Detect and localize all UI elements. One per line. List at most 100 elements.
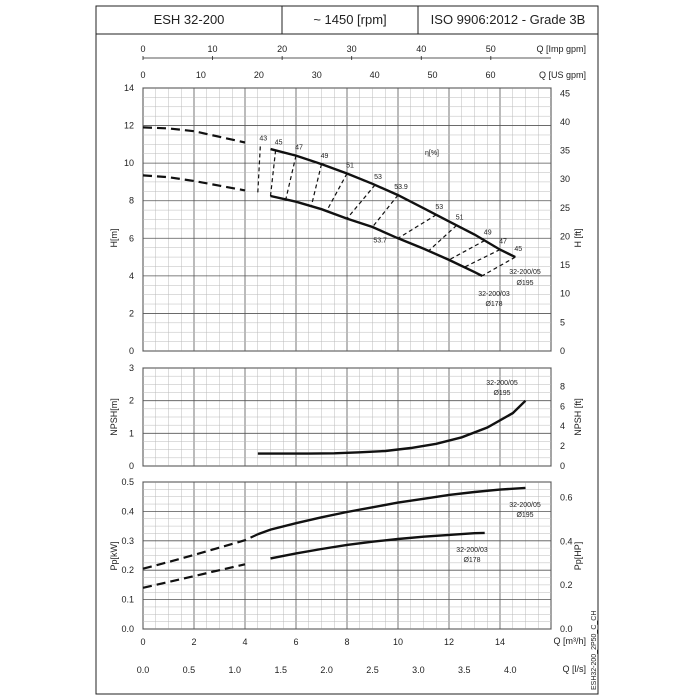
q-m3h-tick: 4	[242, 637, 247, 647]
efficiency-line	[285, 155, 297, 200]
q-us-tick: 30	[312, 70, 322, 80]
q-imp-tick: 20	[277, 44, 287, 54]
q-m3h-tick: 0	[140, 637, 145, 647]
npsh-ft-tick: 0	[560, 461, 565, 471]
q-ls-tick: 4.0	[504, 665, 517, 675]
h-ft-tick: 25	[560, 203, 570, 213]
h-m-axis-label: H[m]	[109, 229, 119, 248]
q-m3h-tick: 8	[344, 637, 349, 647]
q-us-tick: 10	[196, 70, 206, 80]
q-us-tick: 40	[370, 70, 380, 80]
q-ls-axis-label: Q [l/s]	[562, 664, 586, 674]
q-ls-tick: 3.5	[458, 665, 471, 675]
header-standard: ISO 9906:2012 - Grade 3B	[431, 12, 586, 27]
side-code: ESH32-200_2P50_C_CH	[591, 611, 598, 690]
power-curve-195	[257, 486, 526, 536]
q-us-tick: 0	[140, 70, 145, 80]
h-ft-axis-label: H [ft]	[573, 228, 583, 247]
q-ls-tick: 0.0	[137, 665, 150, 675]
h-ft-tick: 5	[560, 317, 565, 327]
eta-label: η[%]	[425, 150, 439, 157]
npsh-ft-tick: 6	[560, 401, 565, 411]
q-ls-tick: 1.5	[274, 665, 287, 675]
q-imp-tick: 40	[416, 44, 426, 54]
npsh-m-tick: 3	[129, 363, 134, 373]
q-m3h-tick: 2	[191, 637, 196, 647]
p-kw-tick: 0.3	[121, 536, 134, 546]
q-ls-tick: 0.5	[183, 665, 196, 675]
p-hp-tick: 0.0	[560, 624, 573, 634]
p-kw-tick: 0.4	[121, 506, 134, 516]
head-curve-178-dashed	[142, 174, 246, 192]
npsh-m-tick: 2	[129, 396, 134, 406]
p-kw-axis-label: Pp[kW]	[109, 541, 119, 570]
power-label-178-bot: Ø178	[463, 557, 480, 564]
efficiency-label: 49	[321, 153, 329, 160]
power-curve-178-dashed	[142, 563, 246, 589]
q-m3h-tick: 14	[495, 637, 505, 647]
efficiency-line	[346, 184, 376, 219]
p-hp-tick: 0.4	[560, 536, 573, 546]
h-m-tick: 14	[124, 83, 134, 93]
q-m3h-tick: 12	[444, 637, 454, 647]
h-ft-tick: 10	[560, 289, 570, 299]
p-hp-tick: 0.2	[560, 580, 573, 590]
h-ft-tick: 20	[560, 231, 570, 241]
q-imp-axis-label: Q [Imp gpm]	[536, 44, 586, 54]
efficiency-label: 53	[374, 174, 382, 181]
efficiency-line	[257, 146, 261, 194]
efficiency-label: 47	[295, 145, 303, 152]
head-curve-178	[270, 194, 483, 277]
q-us-tick: 60	[485, 70, 495, 80]
header-speed: ~ 1450 [rpm]	[313, 12, 386, 27]
npsh-ft-tick: 2	[560, 441, 565, 451]
performance-curves	[142, 126, 527, 589]
head-label-195-top: 32-200/05	[509, 269, 541, 276]
efficiency-line	[310, 163, 323, 207]
h-m-tick: 4	[129, 271, 134, 281]
h-ft-tick: 30	[560, 174, 570, 184]
npsh-ft-tick: 8	[560, 381, 565, 391]
h-ft-tick: 45	[560, 88, 570, 98]
q-us-tick: 50	[428, 70, 438, 80]
h-ft-tick: 15	[560, 260, 570, 270]
q-us-axis-label: Q [US gpm]	[539, 70, 586, 80]
efficiency-line	[397, 214, 437, 239]
q-imp-tick: 0	[140, 44, 145, 54]
efficiency-label: 53.9	[394, 184, 408, 191]
q-m3h-tick: 10	[393, 637, 403, 647]
npsh-curve-195	[257, 399, 527, 455]
p-kw-tick: 0.2	[121, 565, 134, 575]
q-ls-tick: 3.0	[412, 665, 425, 675]
efficiency-label: 51	[456, 214, 464, 221]
power-label-195-bot: Ø195	[516, 512, 533, 519]
power-curve-195-dashed	[142, 533, 259, 570]
efficiency-label: 51	[346, 162, 354, 169]
p-kw-tick: 0.0	[121, 624, 134, 634]
power-curve-178	[270, 531, 485, 560]
p-hp-tick: 0.6	[560, 492, 573, 502]
h-ft-tick: 0	[560, 346, 565, 356]
q-ls-tick: 1.0	[229, 665, 242, 675]
q-imp-tick: 10	[208, 44, 218, 54]
h-m-tick: 10	[124, 158, 134, 168]
p-kw-tick: 0.1	[121, 595, 134, 605]
efficiency-line	[326, 173, 348, 212]
power-label-178-top: 32-200/03	[456, 547, 488, 554]
head-curve-195-dashed	[142, 126, 246, 144]
efficiency-line	[428, 224, 458, 252]
efficiency-line	[269, 150, 277, 197]
q-us-tick: 20	[254, 70, 264, 80]
npsh-m-tick: 1	[129, 428, 134, 438]
efficiency-label: 49	[484, 230, 492, 237]
h-m-tick: 0	[129, 346, 134, 356]
q-ls-tick: 2.5	[366, 665, 379, 675]
efficiency-label: 45	[514, 246, 522, 253]
q-ls-tick: 2.0	[320, 665, 333, 675]
h-m-tick: 8	[129, 196, 134, 206]
efficiency-label: 47	[499, 239, 507, 246]
npsh-ft-axis-label: NPSH [ft]	[573, 398, 583, 436]
q-imp-tick: 30	[347, 44, 357, 54]
q-m3h-axis-label: Q [m³/h]	[553, 636, 586, 646]
